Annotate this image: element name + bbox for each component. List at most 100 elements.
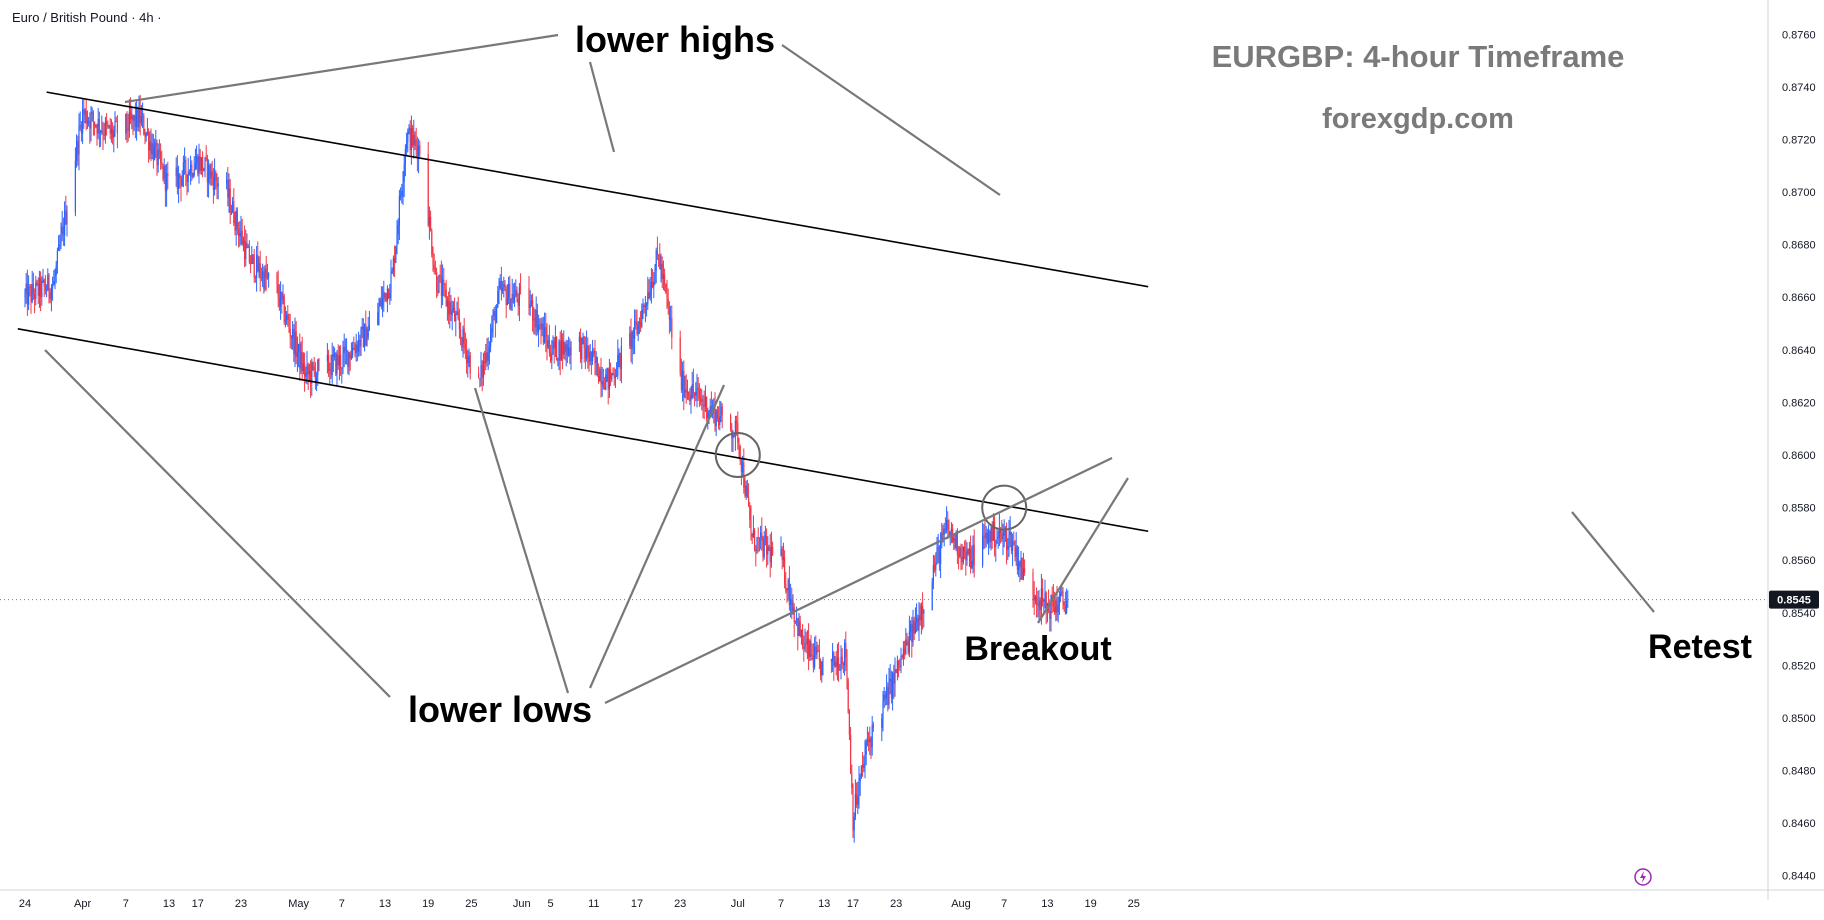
candle-body [347,350,349,367]
candle-body [692,384,694,394]
candle-body [204,157,206,169]
candle-body [604,387,606,390]
candle-body [882,700,884,719]
candle-body [1004,531,1006,533]
candle-body [914,622,916,634]
candle-body [298,343,300,353]
candle-body [462,328,464,348]
candle-body [86,121,88,124]
candle-body [310,370,312,384]
candle-body [26,283,28,305]
candle-body [800,629,802,637]
candle-body [618,353,620,355]
candle-body [772,546,774,556]
candle-body [356,344,358,352]
candle-body [148,132,150,151]
candle-body [242,240,244,245]
candle-body [497,291,499,308]
candle-body [860,765,862,778]
candle-body [610,369,612,380]
candle-body [114,120,116,131]
candle-body [292,328,294,339]
candle-body [493,311,495,316]
candle-body [518,287,520,306]
candle-body [744,487,746,497]
candle-body [688,391,690,396]
candle-body [248,246,250,263]
candle-body [716,410,718,419]
candle-body [455,314,457,322]
candle-body [587,345,589,358]
candle-body [865,742,867,755]
candle-body [1002,535,1004,540]
candle-body [502,287,504,292]
candle-body [802,629,804,648]
candle-body [390,272,392,293]
candle-body [234,223,236,231]
candle-body [47,275,49,291]
candle-body [175,167,177,177]
candle-body [888,681,890,706]
candle-body [307,365,309,375]
candle-body [749,506,751,520]
candle-body [719,415,721,426]
candle-body [841,656,843,665]
candle-body [239,232,241,237]
candle-body [464,343,466,349]
annotation-label: Breakout [964,630,1111,668]
candle-body [283,296,285,322]
price-tick-label: 0.8520 [1782,660,1816,672]
candle-body [155,142,157,146]
candle-body [366,337,368,346]
price-tick-label: 0.8560 [1782,555,1816,567]
candle-body [264,268,266,289]
candle-body [528,287,530,309]
candle-body [433,265,435,270]
candle-body [136,108,138,127]
candle-body [37,283,39,296]
candle-body [232,201,234,213]
candle-body [971,560,973,568]
candle-body [904,648,906,655]
candle-body [850,734,852,774]
candle-body [246,242,248,248]
candle-body [187,171,189,183]
candle-body [600,369,602,385]
candle-body [900,655,902,668]
candle-body [1001,533,1003,540]
candle-body [568,347,570,356]
candle-body [752,530,754,537]
candle-body [192,175,194,178]
candle-body [922,605,924,615]
candle-body [306,365,308,373]
candle-body [998,528,1000,537]
candle-body [391,271,393,273]
candle-body [763,538,765,557]
chart-subtitle: forexgdp.com [1322,103,1514,135]
candle-body [586,345,588,359]
candle-body [643,304,645,308]
candle-body [444,283,446,290]
candle-body [810,640,812,655]
candle-body [596,357,598,376]
candle-body [512,293,514,303]
candle-body [794,620,796,622]
candle-body [1015,546,1017,557]
candle-body [115,120,117,122]
candle-body [90,114,92,129]
candle-body [344,346,346,351]
candle-body [863,763,865,768]
candle-body [934,565,936,571]
price-tick-label: 0.8740 [1782,82,1816,94]
candle-body [709,405,711,413]
candle-body [1034,596,1036,601]
candle-body [463,328,465,344]
time-tick-label: Jun [513,898,531,910]
candle-body [908,631,910,653]
candle-body [881,718,883,728]
candle-body [797,618,799,636]
candle-body [887,686,889,706]
annotation-pointer [1571,511,1655,613]
